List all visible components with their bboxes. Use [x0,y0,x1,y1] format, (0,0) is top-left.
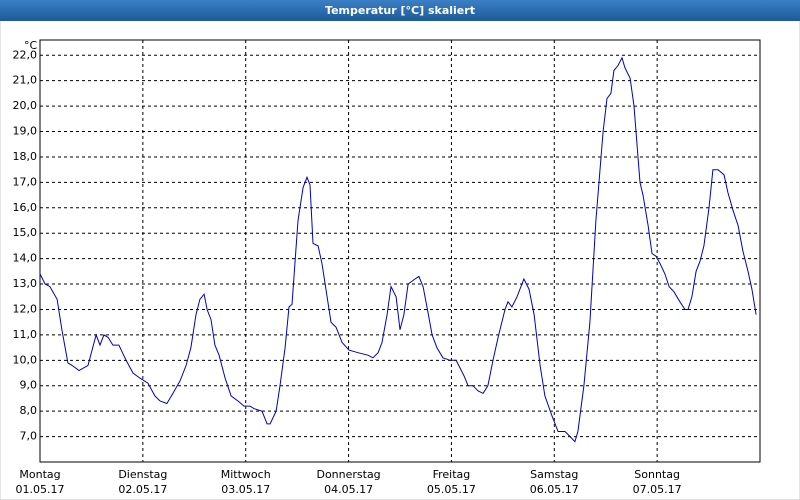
y-tick-label: 18,0 [13,150,38,163]
y-tick-label: 12,0 [13,302,38,315]
x-tick-date: 04.05.17 [324,483,373,496]
chart-title: Temperatur [°C] skaliert [325,4,475,17]
x-tick-label: Dienstag [118,468,167,481]
x-tick-date: 03.05.17 [221,483,270,496]
x-tick-date: 01.05.17 [16,483,65,496]
y-tick-label: 19,0 [13,125,38,138]
x-tick-date: 07.05.17 [633,483,682,496]
x-tick-label: Donnerstag [316,468,380,481]
plot-area [40,40,760,462]
plot-border [39,39,761,463]
y-tick-label: 7,0 [20,430,38,443]
y-tick-label: 10,0 [13,353,38,366]
y-tick-label: 14,0 [13,252,38,265]
temperature-line [39,56,757,443]
y-tick-label: 21,0 [13,74,38,87]
x-tick-date: 05.05.17 [427,483,476,496]
y-tick-label: 22,0 [13,48,38,61]
y-unit: °C [24,39,38,52]
x-tick-label: Sonntag [634,468,680,481]
x-tick-label: Samstag [530,468,578,481]
y-tick-label: 9,0 [20,379,38,392]
y-tick-label: 15,0 [13,226,38,239]
title-bar [0,0,800,21]
y-tick-label: 16,0 [13,201,38,214]
y-tick-label: 20,0 [13,99,38,112]
x-tick-label: Freitag [433,468,471,481]
y-tick-label: 11,0 [13,328,38,341]
y-tick-label: 8,0 [20,404,38,417]
y-tick-label: 17,0 [13,175,38,188]
x-tick-label: Mittwoch [221,468,271,481]
x-tick-label: Montag [19,468,60,481]
x-tick-date: 06.05.17 [530,483,579,496]
y-tick-label: 13,0 [13,277,38,290]
x-tick-date: 02.05.17 [118,483,167,496]
